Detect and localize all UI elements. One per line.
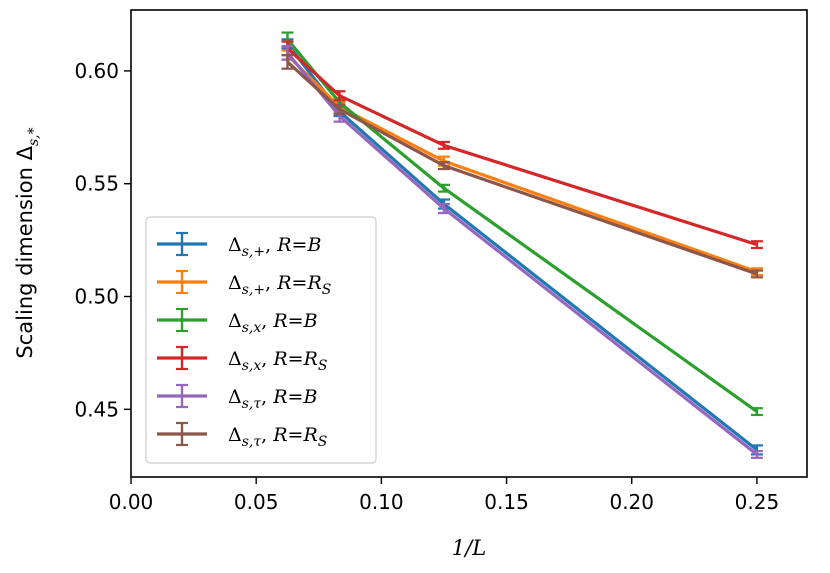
y-tick-label: 0.45 bbox=[74, 397, 119, 421]
y-axis: 0.45 0.50 0.55 0.60 bbox=[74, 59, 131, 421]
legend-rhs: R bbox=[272, 424, 287, 446]
legend-value-subscript: S bbox=[322, 282, 332, 298]
series-line bbox=[286, 47, 758, 247]
y-tick-label: 0.60 bbox=[74, 59, 119, 83]
legend-label: Δs,τ, R=B bbox=[228, 386, 317, 412]
legend-subscript: s,τ bbox=[242, 434, 262, 450]
series-line bbox=[286, 60, 758, 276]
legend-equals: = bbox=[288, 348, 304, 370]
legend-comma: , bbox=[261, 386, 273, 408]
x-tick-label: 0.15 bbox=[484, 490, 529, 514]
legend-box bbox=[145, 216, 377, 464]
x-tick-label: 0.20 bbox=[609, 490, 654, 514]
legend-comma: , bbox=[265, 272, 277, 294]
legend-equals: = bbox=[292, 234, 308, 256]
legend-value: B bbox=[303, 310, 318, 332]
legend-label: Δs,τ, R=RS bbox=[228, 424, 327, 450]
series-line bbox=[286, 53, 758, 274]
legend-label: Δs,+, R=RS bbox=[228, 272, 331, 298]
legend-comma: , bbox=[261, 310, 273, 332]
legend-comma: , bbox=[261, 424, 273, 446]
legend-label: Δs,+, R=B bbox=[228, 234, 321, 260]
legend-rhs: R bbox=[272, 310, 287, 332]
x-axis-label: 1/L bbox=[452, 536, 486, 560]
legend-symbol: Δ bbox=[228, 386, 242, 408]
legend-item: Δs,+, R=RS bbox=[157, 269, 331, 298]
legend-equals: = bbox=[288, 386, 304, 408]
legend-rhs: R bbox=[276, 234, 291, 256]
y-axis-label-main: Scaling dimension Δ bbox=[13, 145, 37, 358]
legend-comma: , bbox=[261, 348, 273, 370]
legend-value: B bbox=[306, 234, 321, 256]
legend-rhs: R bbox=[272, 348, 287, 370]
x-axis: 0.00 0.05 0.10 0.15 0.20 0.25 bbox=[109, 477, 779, 514]
series-layer bbox=[281, 31, 763, 459]
legend-item: Δs,τ, R=RS bbox=[157, 421, 327, 450]
legend-value: R bbox=[303, 348, 318, 370]
legend-symbol: Δ bbox=[228, 234, 242, 256]
legend-label: Δs,x, R=RS bbox=[228, 348, 328, 374]
legend-item: Δs,+, R=B bbox=[157, 231, 321, 260]
legend-rhs: R bbox=[272, 386, 287, 408]
legend-item: Δs,x, R=RS bbox=[157, 345, 328, 374]
legend-value: B bbox=[302, 386, 317, 408]
legend-equals: = bbox=[288, 310, 304, 332]
y-tick-label: 0.55 bbox=[74, 172, 119, 196]
legend-symbol: Δ bbox=[228, 348, 242, 370]
legend-value: R bbox=[306, 272, 321, 294]
legend-symbol: Δ bbox=[228, 424, 242, 446]
y-axis-label: Scaling dimension Δs,* bbox=[13, 127, 42, 358]
x-tick-label: 0.25 bbox=[735, 490, 780, 514]
x-tick-label: 0.00 bbox=[109, 490, 154, 514]
legend-equals: = bbox=[288, 424, 304, 446]
legend-rhs: R bbox=[276, 272, 291, 294]
legend-symbol: Δ bbox=[228, 310, 242, 332]
legend-value-subscript: S bbox=[318, 434, 328, 450]
legend-symbol: Δ bbox=[228, 272, 242, 294]
legend-item: Δs,x, R=B bbox=[157, 307, 318, 336]
x-tick-label: 0.10 bbox=[359, 490, 404, 514]
legend-subscript: s,+ bbox=[242, 244, 265, 260]
legend-subscript: s,x bbox=[242, 320, 262, 336]
y-tick-label: 0.50 bbox=[74, 285, 119, 309]
y-axis-label-sub: s,* bbox=[26, 127, 42, 146]
series-5 bbox=[281, 54, 763, 279]
legend-comma: , bbox=[265, 234, 277, 256]
legend-value: R bbox=[302, 424, 317, 446]
series-line bbox=[286, 42, 758, 452]
x-tick-label: 0.05 bbox=[234, 490, 279, 514]
legend-item: Δs,τ, R=B bbox=[157, 383, 317, 412]
plot-frame bbox=[130, 9, 808, 478]
legend-subscript: s,x bbox=[242, 358, 262, 374]
legend-subscript: s,τ bbox=[242, 396, 262, 412]
legend-subscript: s,+ bbox=[242, 282, 265, 298]
legend-equals: = bbox=[292, 272, 308, 294]
legend-label: Δs,x, R=B bbox=[228, 310, 318, 336]
legend-value-subscript: S bbox=[318, 358, 328, 374]
